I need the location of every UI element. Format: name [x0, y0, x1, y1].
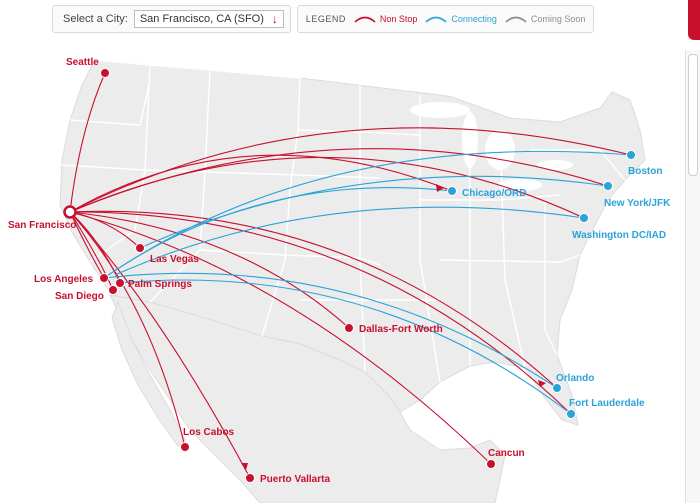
legend-coming-soon: Coming Soon	[505, 14, 585, 24]
dot-puertovallarta	[245, 473, 255, 483]
legend-connecting: Connecting	[425, 14, 497, 24]
route-lv-newyork	[139, 175, 609, 249]
label-ftl: Fort Lauderdale	[569, 398, 645, 409]
arrow-orlando	[538, 380, 546, 387]
dot-lasvegas	[135, 243, 145, 253]
route-chicago	[69, 154, 453, 213]
route-cancun	[69, 211, 492, 465]
label-dallas: Dallas-Fort Worth	[359, 324, 443, 335]
route-sandiego	[69, 211, 114, 291]
label-sandiego: San Diego	[55, 291, 104, 302]
origin-marker[interactable]	[63, 205, 77, 219]
dot-cancun	[486, 459, 496, 469]
route-orlando	[69, 210, 558, 389]
dot-chicago	[447, 186, 457, 196]
route-loscabos	[69, 211, 186, 448]
city-selector-label: Select a City:	[63, 13, 128, 25]
dot-seattle	[100, 68, 110, 78]
city-selector-panel: Select a City: San Francisco, CA (SFO) ↓	[52, 5, 291, 33]
dot-ftl	[566, 409, 576, 419]
route-la-orlando	[103, 272, 558, 389]
label-origin: San Francisco	[8, 220, 76, 231]
route-boston	[69, 127, 632, 213]
label-palmsprings: Palm Springs	[128, 279, 192, 290]
legend-title: LEGEND	[305, 14, 346, 24]
route-la-boston	[103, 150, 632, 279]
routes	[69, 72, 632, 479]
route-lv-washington	[114, 206, 585, 276]
baja-peninsula	[111, 300, 186, 447]
route-arrows	[241, 184, 546, 470]
great-lakes	[410, 102, 573, 191]
label-boston: Boston	[628, 166, 662, 177]
route-puertovallarta	[69, 211, 251, 479]
route-washington	[69, 156, 585, 219]
label-cancun: Cancun	[488, 448, 525, 459]
dot-palmsprings	[115, 278, 125, 288]
dot-loscabos	[180, 442, 190, 452]
route-dallas	[69, 211, 350, 329]
dot-boston	[626, 150, 636, 160]
mexico-landmass	[109, 294, 506, 503]
label-puertovallarta: Puerto Vallarta	[260, 474, 330, 485]
dot-orlando	[552, 383, 562, 393]
legend-nonstop: Non Stop	[354, 14, 417, 24]
scrollbar-thumb[interactable]	[688, 54, 698, 176]
dot-sandiego	[108, 285, 118, 295]
dot-newyork	[603, 181, 613, 191]
dot-losangeles	[99, 273, 109, 283]
route-seattle	[69, 72, 106, 213]
label-washington: Washington DC/IAD	[572, 230, 666, 241]
label-lasvegas: Las Vegas	[150, 254, 199, 265]
label-seattle: Seattle	[66, 57, 99, 68]
route-ftl	[69, 211, 572, 415]
city-select-dropdown[interactable]: San Francisco, CA (SFO) ↓	[133, 10, 284, 28]
coming-soon-line-icon	[505, 16, 527, 23]
label-orlando: Orlando	[556, 373, 594, 384]
arrow-chicago	[436, 184, 444, 192]
map-toolbar: Select a City: San Francisco, CA (SFO) ↓…	[52, 5, 595, 33]
label-loscabos: Los Cabos	[183, 427, 235, 438]
nonstop-dots[interactable]	[99, 68, 496, 483]
route-la-ftl	[119, 279, 572, 415]
arrow-puertovallarta	[241, 463, 248, 470]
city-select-value: San Francisco, CA (SFO)	[139, 13, 264, 25]
legend-panel: LEGEND Non Stop Connecting Coming Soon	[296, 5, 595, 33]
label-losangeles: Los Angeles	[34, 274, 94, 285]
label-chicago: Chicago/ORD	[462, 188, 526, 199]
label-newyork: New York/JFK	[604, 198, 671, 209]
connecting-line-icon	[425, 16, 447, 23]
dot-dallas	[344, 323, 354, 333]
brand-accent-tab	[688, 0, 700, 40]
connecting-dots[interactable]	[447, 150, 636, 419]
nonstop-line-icon	[354, 16, 376, 23]
dot-washington	[579, 213, 589, 223]
chevron-down-icon: ↓	[271, 12, 278, 26]
city-labels: San Francisco Seattle Las Vegas Los Ange…	[8, 57, 671, 485]
